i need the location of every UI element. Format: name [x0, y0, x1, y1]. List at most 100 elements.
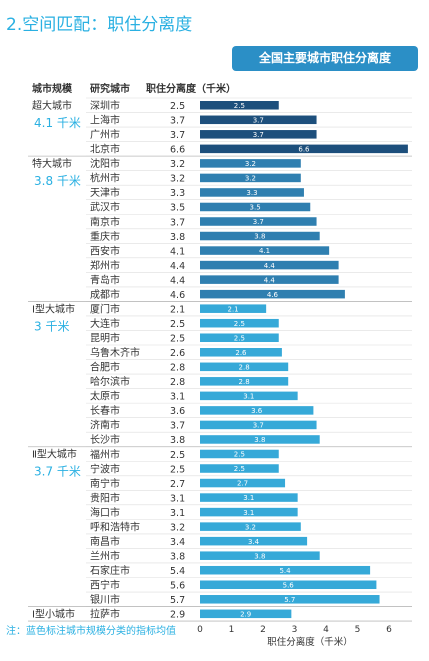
value-label: 2.7 [170, 479, 185, 490]
bar-data-label: 5.6 [283, 581, 295, 589]
bar [200, 536, 308, 546]
city-label: 北京市 [90, 143, 120, 156]
bar-data-label: 6.6 [298, 146, 310, 154]
city-label: 海口市 [90, 506, 120, 519]
x-tick-label: 2 [260, 625, 266, 635]
chart-title: 全国主要城市职住分离度 [232, 46, 418, 71]
tier-average: 3 千米 [34, 319, 69, 333]
city-label: 长沙市 [90, 433, 120, 446]
bar [200, 130, 317, 139]
bar [200, 565, 371, 575]
bar-data-label: 4.4 [264, 262, 276, 270]
tier-name: 特大城市 [32, 157, 72, 170]
x-tick-label: 3 [292, 625, 298, 635]
value-label: 2.5 [170, 101, 185, 112]
value-label: 3.7 [170, 130, 185, 141]
city-label: 成都市 [90, 288, 120, 301]
value-label: 4.6 [170, 290, 185, 301]
city-label: 厦门市 [90, 302, 120, 315]
city-label: 济南市 [90, 419, 120, 432]
bar-data-label: 3.8 [254, 552, 265, 560]
bar-data-label: 3.7 [253, 218, 264, 226]
bar-data-label: 3.2 [245, 175, 256, 183]
city-label: 兰州市 [90, 549, 120, 562]
bar [200, 348, 282, 357]
bar-data-label: 3.8 [254, 233, 265, 241]
bar [200, 377, 289, 386]
bar [200, 609, 292, 619]
x-tick-label: 0 [197, 625, 203, 635]
bar-data-label: 3.4 [248, 538, 260, 546]
bar [200, 580, 377, 590]
city-label: 深圳市 [90, 99, 120, 112]
value-label: 3.6 [170, 406, 185, 417]
city-label: 西宁市 [90, 579, 120, 592]
value-label: 3.1 [170, 508, 185, 519]
bar [200, 318, 279, 328]
value-label: 2.9 [170, 610, 185, 621]
value-label: 2.5 [170, 464, 185, 475]
tier-average: 3.8 千米 [34, 174, 81, 188]
city-label: 哈尔滨市 [90, 375, 130, 388]
bar-data-label: 3.7 [253, 131, 264, 139]
bar [200, 507, 298, 517]
bar [200, 464, 279, 473]
bar-data-label: 2.5 [234, 320, 245, 328]
bar [200, 420, 317, 430]
bar [200, 522, 301, 531]
bar-data-label: 2.9 [240, 610, 251, 618]
bar [200, 231, 320, 241]
bar-data-label: 3.7 [253, 422, 264, 430]
city-label: 呼和浩特市 [90, 520, 140, 533]
bar-data-label: 4.6 [267, 291, 279, 299]
value-label: 4.4 [170, 261, 185, 272]
city-label: 石家庄市 [90, 564, 130, 577]
bar-data-label: 3.6 [251, 407, 263, 415]
bar [200, 260, 339, 270]
value-label: 3.2 [170, 174, 185, 185]
bar [200, 435, 320, 444]
value-label: 3.1 [170, 493, 185, 504]
bar-data-label: 3.8 [254, 436, 265, 444]
value-label: 3.7 [170, 217, 185, 228]
bar-data-label: 3.5 [250, 204, 261, 212]
city-label: 大连市 [90, 317, 120, 330]
page-title: 2.空间匹配：职住分离度 [6, 15, 193, 35]
bar-data-label: 3.7 [253, 116, 264, 124]
city-label: 西安市 [90, 244, 120, 257]
city-label: 南宁市 [90, 477, 120, 490]
city-label: 南昌市 [90, 535, 120, 548]
city-label: 上海市 [90, 114, 120, 127]
bar [200, 144, 408, 154]
city-label: 沈阳市 [90, 157, 120, 170]
tier-average: 3.7 千米 [34, 465, 81, 479]
tier-average: 4.1 千米 [34, 116, 81, 130]
value-label: 5.4 [170, 566, 185, 577]
bar [200, 478, 286, 488]
bar-data-label: 2.5 [234, 451, 245, 459]
x-tick-label: 6 [386, 625, 392, 635]
header-tier: 城市规模 [32, 82, 73, 95]
city-label: 南京市 [90, 215, 120, 228]
value-label: 2.6 [170, 348, 185, 359]
city-label: 太原市 [90, 390, 120, 403]
bar-data-label: 2.5 [234, 334, 245, 342]
bar-data-label: 3.1 [243, 393, 254, 401]
city-label: 重庆市 [90, 230, 120, 243]
bar-data-label: 2.8 [239, 363, 250, 371]
bar-data-label: 3.2 [245, 160, 256, 168]
tier-name: Ⅰ型大城市 [32, 302, 75, 315]
bar [200, 406, 314, 415]
value-label: 2.8 [170, 363, 185, 374]
bar-data-label: 2.6 [235, 349, 247, 357]
value-label: 3.2 [170, 159, 185, 170]
tier-name: Ⅱ型大城市 [32, 448, 77, 461]
bar-data-label: 5.7 [284, 596, 295, 604]
x-tick-label: 5 [355, 625, 361, 635]
bar [200, 101, 279, 110]
value-label: 3.5 [170, 203, 185, 214]
value-label: 5.7 [170, 595, 185, 606]
bar [200, 202, 311, 212]
bar [200, 246, 330, 255]
